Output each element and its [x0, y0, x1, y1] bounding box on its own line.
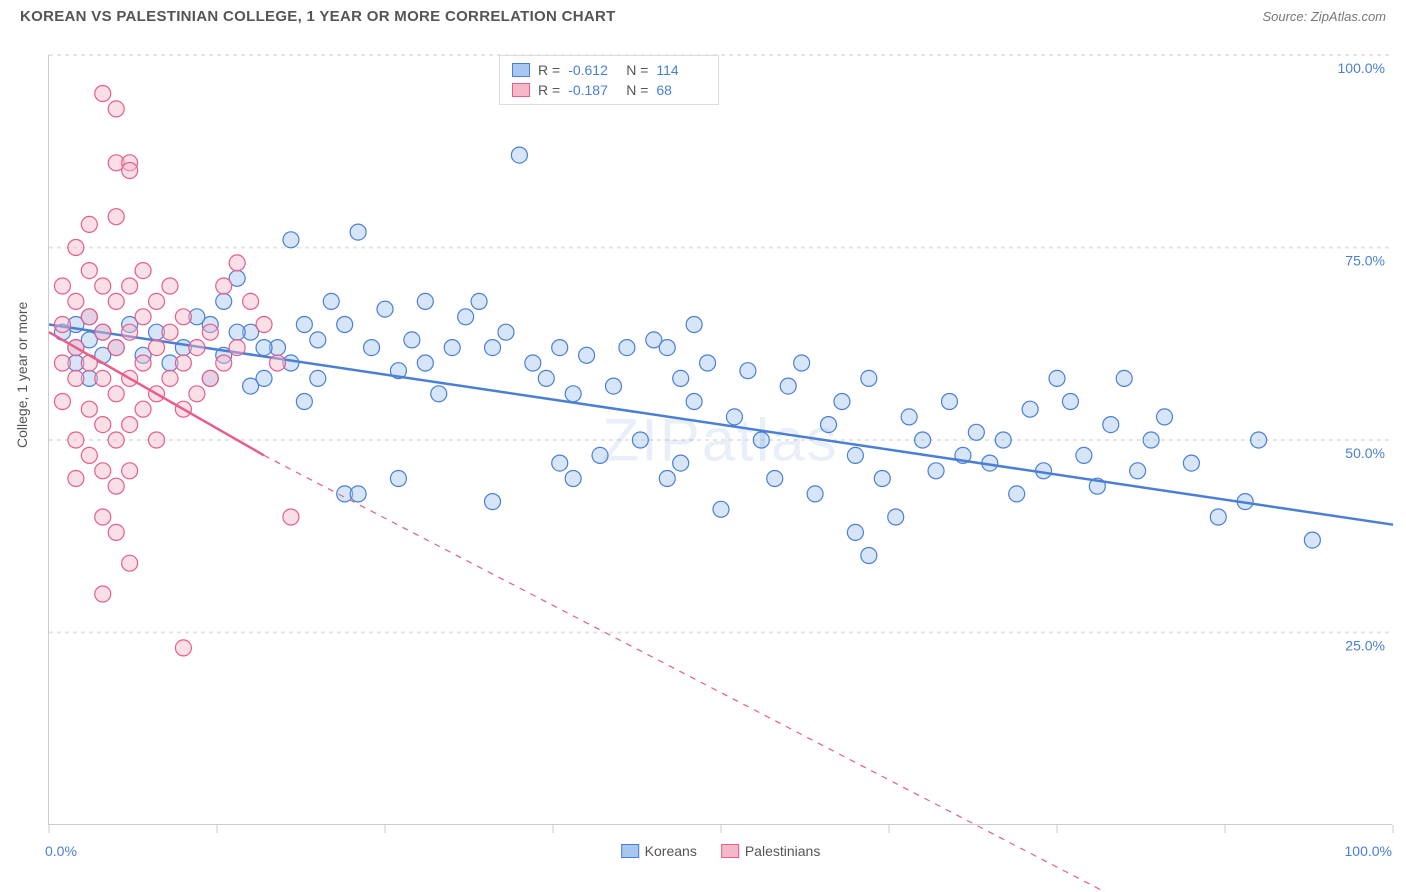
stat-n-value: 68: [656, 82, 706, 98]
chart-title: KOREAN VS PALESTINIAN COLLEGE, 1 YEAR OR…: [20, 8, 616, 25]
legend-stats-row: R = -0.187 N = 68: [512, 80, 706, 100]
stat-r-label: R =: [538, 82, 560, 98]
svg-text:100.0%: 100.0%: [1338, 60, 1385, 76]
x-min-label: 0.0%: [45, 843, 77, 859]
stat-n-label: N =: [626, 62, 648, 78]
svg-text:50.0%: 50.0%: [1345, 445, 1385, 461]
legend-bottom: Koreans Palestinians: [621, 843, 821, 859]
stat-r-label: R =: [538, 62, 560, 78]
legend-item: Koreans: [621, 843, 697, 859]
stat-r-value: -0.187: [568, 82, 618, 98]
y-axis-title: College, 1 year or more: [14, 302, 30, 448]
x-max-label: 100.0%: [1345, 843, 1392, 859]
svg-text:25.0%: 25.0%: [1345, 638, 1385, 654]
source-label: Source: ZipAtlas.com: [1262, 9, 1386, 24]
svg-text:75.0%: 75.0%: [1345, 253, 1385, 269]
swatch-icon: [621, 844, 639, 858]
swatch-icon: [721, 844, 739, 858]
scatter-plot-svg: 25.0% 50.0% 75.0% 100.0%: [49, 55, 1392, 824]
swatch-icon: [512, 83, 530, 97]
chart-plot-area: ZIPatlas R = -0.612 N = 114 R = -0.187 N…: [48, 55, 1392, 825]
legend-stats-row: R = -0.612 N = 114: [512, 60, 706, 80]
legend-label: Koreans: [645, 843, 697, 859]
stat-n-value: 114: [656, 62, 706, 78]
legend-item: Palestinians: [721, 843, 821, 859]
swatch-icon: [512, 63, 530, 77]
stat-n-label: N =: [626, 82, 648, 98]
legend-label: Palestinians: [745, 843, 821, 859]
stat-r-value: -0.612: [568, 62, 618, 78]
legend-stats-box: R = -0.612 N = 114 R = -0.187 N = 68: [499, 55, 719, 105]
